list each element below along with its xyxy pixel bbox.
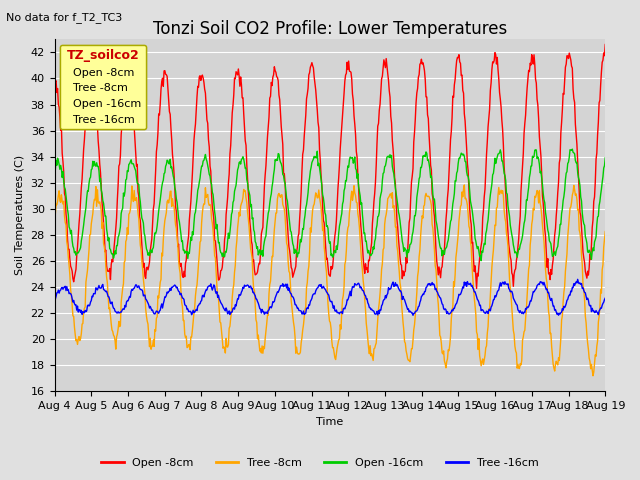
Text: No data for f_T2_TC3: No data for f_T2_TC3	[6, 12, 123, 23]
Open -16cm	[202, 156, 210, 162]
Tree -8cm	[51, 220, 58, 226]
Tree -8cm	[117, 299, 125, 305]
Open -8cm	[51, 74, 58, 80]
Open -8cm	[413, 90, 420, 96]
Line: Tree -8cm: Tree -8cm	[54, 185, 605, 376]
Y-axis label: Soil Temperatures (C): Soil Temperatures (C)	[15, 155, 25, 276]
Open -8cm	[602, 42, 609, 48]
Tree -8cm	[61, 213, 68, 219]
Open -8cm	[61, 191, 68, 197]
Open -8cm	[397, 261, 404, 267]
Line: Open -8cm: Open -8cm	[54, 45, 605, 288]
Open -16cm	[51, 169, 58, 175]
Tree -16cm	[413, 306, 421, 312]
Legend: Open -8cm, Tree -8cm, Open -16cm, Tree -16cm: Open -8cm, Tree -8cm, Open -16cm, Tree -…	[97, 453, 543, 472]
Line: Tree -16cm: Tree -16cm	[54, 279, 605, 315]
Tree -16cm	[202, 287, 210, 292]
Tree -8cm	[202, 194, 210, 200]
Tree -16cm	[51, 298, 58, 303]
Tree -8cm	[460, 182, 468, 188]
Title: Tonzi Soil CO2 Profile: Lower Temperatures: Tonzi Soil CO2 Profile: Lower Temperatur…	[153, 20, 507, 38]
Open -16cm	[397, 224, 404, 230]
Open -16cm	[602, 155, 609, 161]
Open -16cm	[413, 194, 420, 200]
Tree -8cm	[413, 289, 420, 295]
Tree -16cm	[61, 284, 68, 290]
Open -8cm	[173, 222, 181, 228]
Tree -8cm	[602, 228, 609, 234]
Tree -8cm	[397, 285, 404, 291]
Open -16cm	[173, 200, 181, 205]
Tree -16cm	[409, 312, 417, 318]
Line: Open -16cm: Open -16cm	[54, 149, 605, 261]
Open -16cm	[117, 211, 125, 216]
Tree -16cm	[397, 288, 404, 294]
Open -16cm	[477, 258, 485, 264]
Open -16cm	[61, 184, 68, 190]
Tree -8cm	[589, 373, 597, 379]
Tree -16cm	[117, 309, 125, 315]
Open -8cm	[473, 286, 481, 291]
Open -8cm	[117, 132, 125, 137]
Tree -16cm	[574, 276, 582, 282]
Legend: Open -8cm, Tree -8cm, Open -16cm, Tree -16cm: Open -8cm, Tree -8cm, Open -16cm, Tree -…	[60, 45, 146, 129]
Tree -16cm	[173, 284, 181, 290]
Open -16cm	[568, 146, 576, 152]
Open -8cm	[202, 105, 210, 110]
Tree -16cm	[602, 295, 609, 301]
Tree -8cm	[173, 234, 181, 240]
X-axis label: Time: Time	[316, 417, 344, 427]
